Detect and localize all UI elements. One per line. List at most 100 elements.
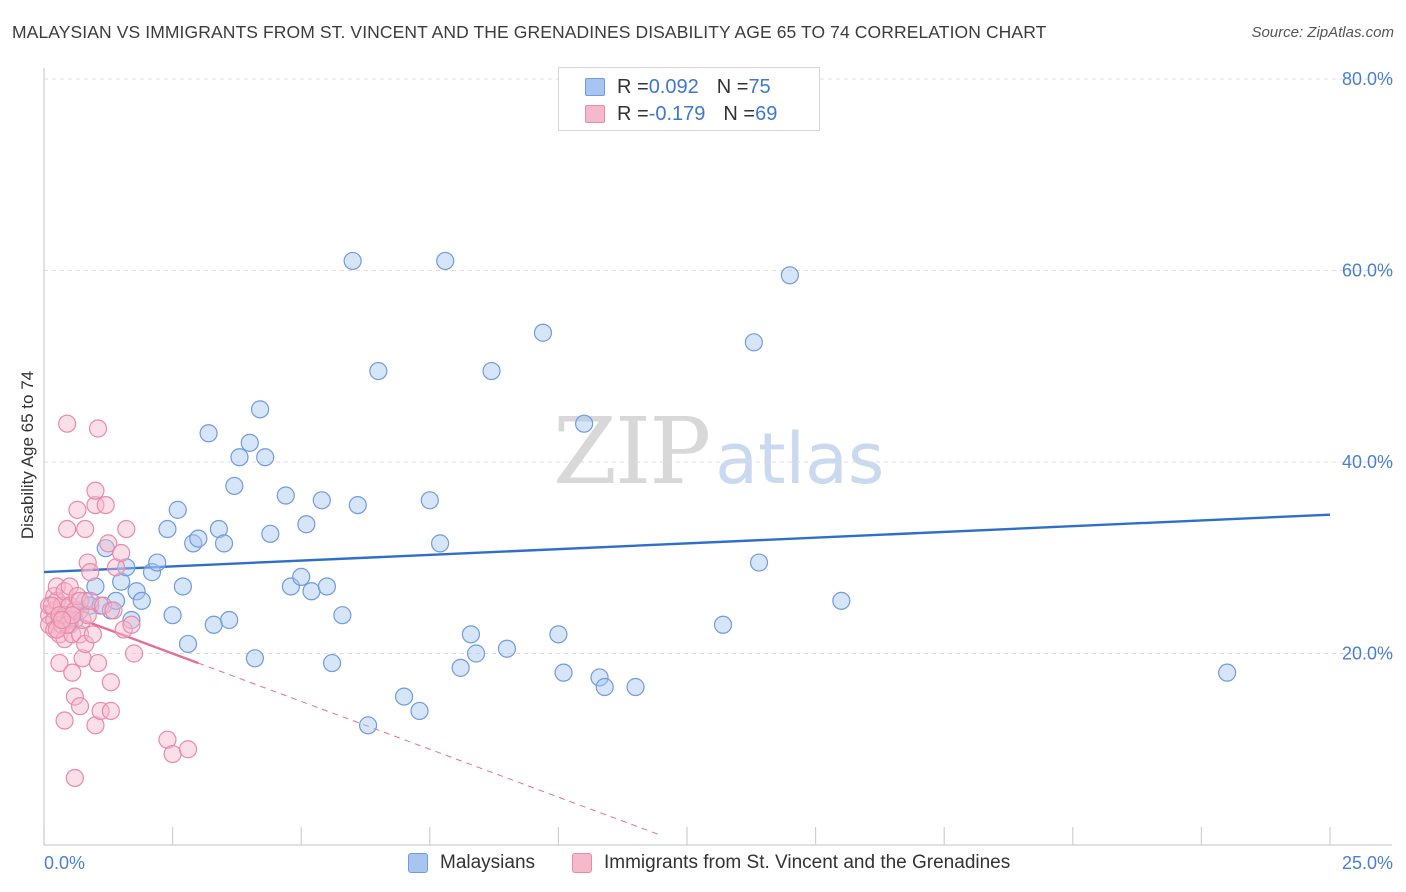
y-tick-label: 60.0% <box>1342 261 1393 281</box>
y-tick-label: 80.0% <box>1342 69 1393 89</box>
malaysians-point <box>1218 663 1237 682</box>
immigrants-point <box>83 625 102 644</box>
immigrants-point <box>158 730 177 749</box>
immigrants-point <box>76 634 95 654</box>
immigrants-point <box>117 519 136 539</box>
malaysians-point <box>749 553 769 572</box>
series-legend-malaysians: Malaysians <box>408 852 535 874</box>
correlation-legend: R = 0.092 N = 75 R = -0.179 N = 69 <box>558 67 820 131</box>
malaysians-point <box>549 625 568 644</box>
malaysians-point <box>199 424 218 443</box>
malaysians-point <box>533 323 553 342</box>
malaysians-point <box>158 519 177 539</box>
immigrants-point <box>122 615 141 634</box>
immigrants-point <box>124 644 144 663</box>
watermark-zip: ZIP <box>553 398 711 505</box>
malaysians-point <box>261 524 280 543</box>
malaysians-point <box>713 615 733 634</box>
malaysians-trend-line <box>43 513 1331 574</box>
malaysians-point <box>245 649 265 668</box>
malaysians-point <box>394 687 414 706</box>
immigrants-point <box>68 500 87 519</box>
y-tick-label: 40.0% <box>1342 452 1393 472</box>
malaysians-point <box>595 677 614 697</box>
immigrants-point <box>50 606 69 625</box>
immigrants-point <box>42 596 61 615</box>
immigrants-point <box>70 625 90 644</box>
immigrants-point <box>101 701 120 721</box>
malaysians-point <box>86 577 105 596</box>
immigrants-point <box>163 744 182 764</box>
malaysians-point <box>554 663 573 682</box>
malaysians-point <box>832 591 851 610</box>
immigrants-point <box>52 610 72 630</box>
immigrants-point <box>104 601 123 620</box>
legend-n-label: N = <box>723 102 756 125</box>
series-legend-immigrants: Immigrants from St. Vincent and the Gren… <box>572 852 1010 874</box>
malaysians-point <box>112 572 131 591</box>
immigrants-point <box>70 591 90 610</box>
legend-n-label: N = <box>716 75 749 98</box>
source-label: Source: ZipAtlas.com <box>1251 24 1394 41</box>
immigrants-point <box>65 768 84 788</box>
trend-lines <box>43 513 1331 836</box>
malaysians-point <box>626 677 645 697</box>
malaysians-point <box>240 433 259 452</box>
immigrants-point <box>58 519 77 539</box>
immigrants-point <box>63 663 82 682</box>
immigrants-point <box>94 596 113 615</box>
malaysians-point <box>317 577 337 596</box>
immigrants-point <box>65 687 84 706</box>
legend-swatch-pink <box>585 105 605 123</box>
malaysians-point <box>451 658 470 677</box>
chart-title: MALAYSIAN VS IMMIGRANTS FROM ST. VINCENT… <box>12 22 1047 42</box>
immigrants-point <box>86 716 105 735</box>
malaysians-point <box>250 400 270 419</box>
immigrants-point <box>60 610 79 630</box>
immigrants-point <box>50 653 69 673</box>
immigrants-point <box>78 606 97 625</box>
legend-r-value: 0.092 <box>648 75 699 98</box>
legend-n-value: 69 <box>755 102 778 125</box>
malaysians-point <box>214 534 234 553</box>
immigrants-point <box>81 563 100 582</box>
immigrants-point <box>99 534 118 553</box>
malaysians-point <box>436 251 455 271</box>
malaysians-point <box>209 519 228 539</box>
legend-n-value: 75 <box>748 75 771 98</box>
immigrants-point <box>86 481 105 500</box>
legend-r-value: -0.179 <box>648 102 706 125</box>
immigrants-point <box>58 414 77 433</box>
x-tick-label: 0.0% <box>44 853 85 873</box>
legend-row-immigrants: R = -0.179 N = 69 <box>585 102 777 126</box>
malaysians-point <box>744 333 763 352</box>
immigrants-point <box>70 697 90 716</box>
malaysians-point <box>333 606 352 625</box>
malaysians-point <box>230 448 249 467</box>
malaysians-point <box>178 634 198 654</box>
malaysians-point <box>256 448 275 467</box>
immigrants-point <box>55 711 74 730</box>
immigrants-point <box>60 577 79 596</box>
immigrants-point <box>76 519 95 539</box>
malaysians-point <box>312 491 331 510</box>
axes <box>43 68 1392 846</box>
legend-swatch-blue <box>585 78 605 96</box>
malaysians-point <box>276 486 295 505</box>
malaysians-point <box>132 591 151 610</box>
malaysians-point <box>348 495 367 515</box>
malaysians-point <box>482 361 501 381</box>
legend-r-label: R = <box>617 102 649 125</box>
immigrants-point <box>86 495 105 515</box>
malaysians-point <box>168 500 187 519</box>
legend-r-label: R = <box>617 75 649 98</box>
malaysians-point <box>358 716 378 735</box>
malaysians-point <box>204 615 223 634</box>
series-legend: Malaysians Immigrants from St. Vincent a… <box>0 852 1406 878</box>
malaysians-point <box>297 515 316 534</box>
grid-lines <box>44 78 1392 654</box>
malaysians-point <box>117 558 136 577</box>
malaysians-point <box>225 476 244 496</box>
malaysians-point <box>322 653 342 673</box>
